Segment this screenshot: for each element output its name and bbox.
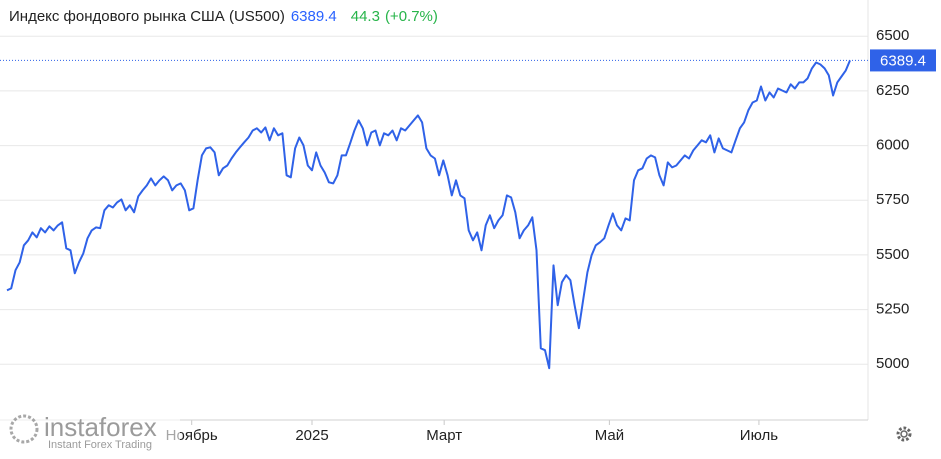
header-change-percent: (+0.7%) (385, 8, 438, 25)
last-price-label: 6389.4 (880, 52, 926, 69)
y-tick-label: 5250 (876, 301, 909, 318)
settings-icon[interactable] (896, 426, 912, 442)
header-price: 6389.4 (291, 8, 337, 25)
y-tick-label: 5500 (876, 246, 909, 263)
x-tick-label: Июль (740, 427, 778, 444)
title-text: Индекс фондового рынка США (US500) (9, 8, 285, 25)
chart-title: Индекс фондового рынка США (US500) 6389.4… (9, 8, 438, 25)
y-tick-label: 5000 (876, 355, 909, 372)
y-tick-label: 5750 (876, 191, 909, 208)
plot-layer (0, 59, 868, 370)
gear-hub (900, 430, 908, 438)
price-line (6, 60, 851, 370)
watermark-brand: instaforex (44, 412, 157, 442)
x-tick-label: Март (426, 427, 462, 444)
gear-teeth (896, 426, 912, 442)
y-tick-label: 6250 (876, 82, 909, 99)
header-change: 44.3 (351, 8, 380, 25)
watermark: instaforex Instant Forex Trading (0, 407, 180, 454)
last-price-badge (870, 49, 936, 72)
x-tick-label: 2025 (295, 427, 328, 444)
watermark-icon (9, 414, 39, 444)
watermark-bg (0, 407, 180, 454)
grid-layer (0, 35, 868, 425)
y-tick-label: 6000 (876, 137, 909, 154)
x-tick-label: Май (595, 427, 624, 444)
y-tick-label: 6500 (876, 27, 909, 44)
watermark-tagline: Instant Forex Trading (48, 439, 152, 451)
